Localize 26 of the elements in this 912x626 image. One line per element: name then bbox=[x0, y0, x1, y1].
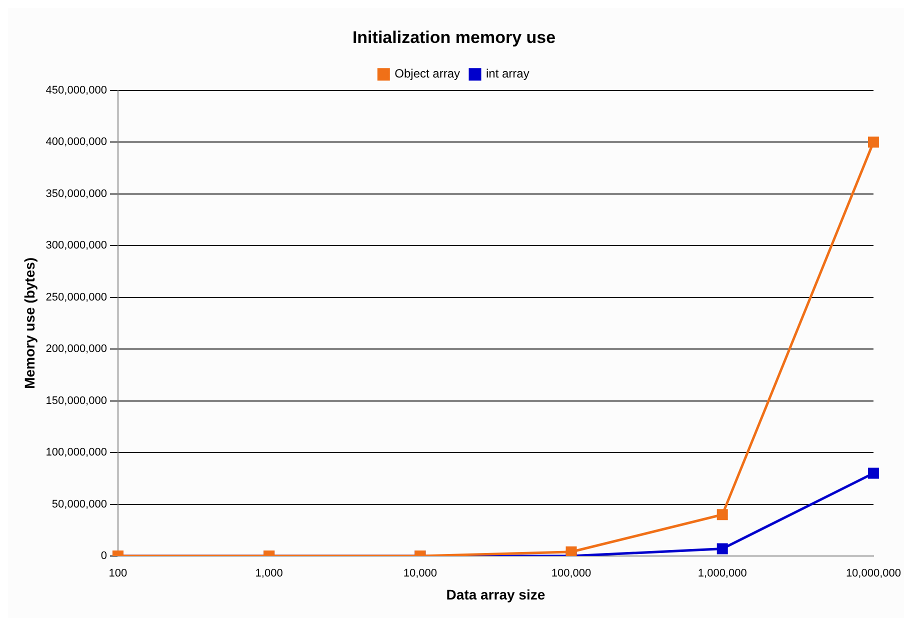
x-tick-label: 1,000 bbox=[255, 568, 283, 580]
x-tick-label: 1,000,000 bbox=[698, 568, 747, 580]
y-tick-label: 50,000,000 bbox=[52, 498, 107, 510]
y-tick-label: 100,000,000 bbox=[46, 446, 107, 459]
y-tick-label: 250,000,000 bbox=[46, 291, 107, 304]
y-tick-label: 0 bbox=[100, 550, 107, 562]
x-tick-label: 10,000,000 bbox=[846, 568, 902, 580]
x-tick-label: 100 bbox=[108, 568, 128, 580]
point bbox=[868, 136, 879, 148]
y-tick-label: 200,000,000 bbox=[46, 343, 107, 356]
chart-title: Initialization memory use bbox=[352, 28, 556, 47]
x-tick-label: 10,000 bbox=[403, 568, 437, 580]
y-tick-label: 150,000,000 bbox=[46, 394, 107, 407]
y-axis-title: Memory use (bytes) bbox=[21, 257, 38, 389]
x-tick-label: 100,000 bbox=[551, 568, 592, 580]
point bbox=[566, 546, 577, 556]
y-tick-label: 300,000,000 bbox=[46, 240, 107, 252]
y-tick-label: 400,000,000 bbox=[46, 136, 107, 148]
y-tick-label: 350,000,000 bbox=[46, 188, 107, 200]
x-axis-title: Data array size bbox=[446, 586, 546, 602]
legend-label: Object array bbox=[394, 66, 460, 81]
point bbox=[716, 543, 728, 554]
point bbox=[716, 509, 728, 520]
legend-label: int array bbox=[486, 66, 530, 81]
y-tick-label: 450,000,000 bbox=[46, 84, 107, 96]
point bbox=[868, 468, 879, 479]
